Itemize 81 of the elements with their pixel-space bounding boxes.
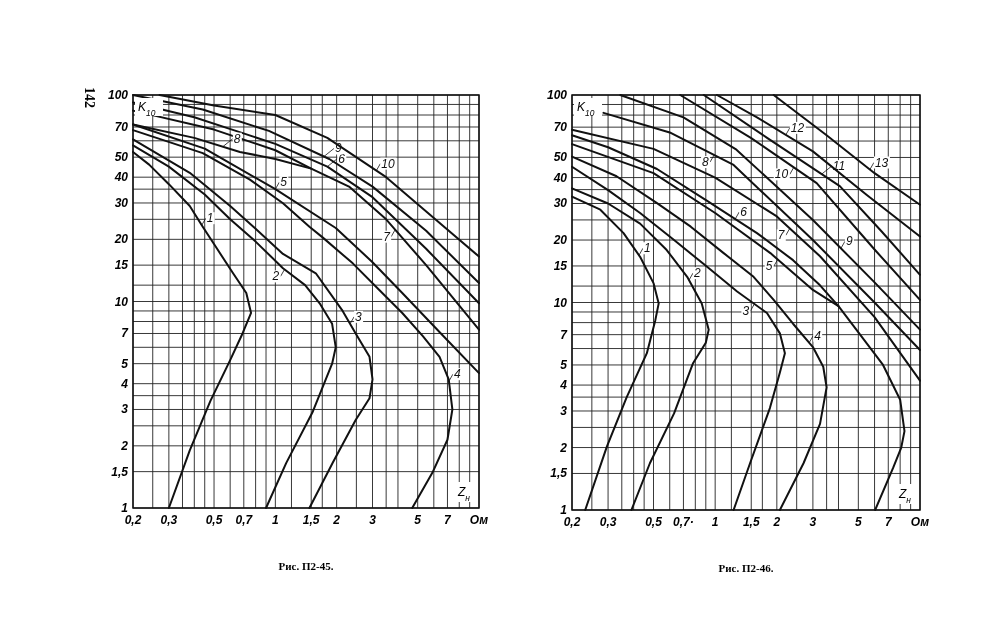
- y-axis-title: K$_{10}$: [577, 100, 595, 118]
- y-tick-label: 100: [107, 88, 129, 102]
- x-tick-label: 1: [711, 515, 719, 529]
- y-tick-label: 1,5: [111, 464, 129, 479]
- legend-label: 11: [832, 159, 846, 174]
- x-tick-label: 7: [884, 515, 893, 529]
- legend-label: 12: [790, 120, 805, 135]
- y-axis-title: K$_{10}$: [138, 100, 156, 118]
- series-label: 10: [774, 167, 789, 182]
- y-tick-label: 15: [114, 258, 129, 273]
- x-tick-label: 5: [414, 513, 422, 527]
- y-tick-label: 30: [114, 195, 129, 210]
- x-tick-label: 1: [272, 513, 279, 527]
- legend-label: 2: [693, 266, 701, 281]
- legend-label: 6: [338, 151, 346, 166]
- x-tick-label: 2: [772, 515, 781, 529]
- y-tick-label: 40: [552, 170, 568, 185]
- x-tick-label: 0,3: [599, 515, 617, 529]
- series-label: 5: [765, 259, 773, 274]
- y-tick-label: 40: [113, 170, 129, 185]
- x-tick-label: 0,2: [563, 515, 581, 529]
- series-label: 3: [742, 303, 750, 318]
- y-tick-label: 15: [553, 258, 568, 273]
- series-label: 2: [271, 269, 280, 284]
- x-axis-title: Z$_{н}$: [457, 485, 471, 503]
- legend-label: 10: [381, 156, 396, 171]
- y-tick-label: 70: [114, 119, 129, 134]
- x-tick-label: 0,5: [645, 515, 663, 529]
- x-tick-label: 1,5: [742, 515, 760, 529]
- y-tick-label: 30: [553, 196, 568, 211]
- legend-label: 5: [280, 175, 288, 190]
- y-tick-label: 5: [560, 357, 568, 372]
- y-tick-label: 1: [121, 501, 129, 515]
- x-tick-label: 1,5: [302, 513, 320, 527]
- y-tick-label: 1: [560, 503, 568, 517]
- legend-label: 1: [206, 211, 214, 226]
- series-label: 8: [702, 155, 710, 170]
- legend-label: 6: [740, 204, 748, 219]
- y-tick-label: 7: [560, 327, 569, 342]
- x-tick-label: Ом: [469, 513, 489, 527]
- x-tick-label: 3: [809, 515, 817, 529]
- series-label: 7: [777, 228, 786, 243]
- y-tick-label: 5: [121, 356, 129, 371]
- x-tick-label: 7: [444, 513, 453, 527]
- y-tick-label: 1,5: [550, 466, 568, 481]
- y-tick-label: 3: [121, 402, 129, 417]
- text: 142: [82, 87, 97, 108]
- y-tick-label: 10: [114, 294, 129, 309]
- legend-label: 4: [814, 328, 822, 343]
- x-tick-label: 0,7: [235, 513, 254, 527]
- legend-label: 4: [453, 367, 461, 382]
- y-tick-label: 10: [553, 295, 568, 310]
- x-tick-label: 3: [369, 513, 377, 527]
- y-tick-label: 20: [113, 232, 129, 247]
- y-tick-label: 3: [560, 404, 568, 418]
- x-tick-label: 0,5: [205, 513, 223, 527]
- y-tick-label: 4: [559, 378, 568, 393]
- x-axis-title: Z$_{н}$: [898, 487, 912, 505]
- y-tick-label: 100: [546, 88, 568, 102]
- x-tick-label: 5: [855, 515, 862, 529]
- x-tick-label: 0,2: [124, 513, 142, 527]
- y-tick-label: 7: [121, 326, 130, 341]
- x-tick-label: 0,7·: [673, 515, 694, 529]
- text: Рис. П2-45.: [278, 560, 334, 572]
- legend-label: 8: [233, 131, 241, 146]
- legend-label: 1: [643, 241, 651, 256]
- legend-label: 9: [845, 234, 853, 249]
- legend-label: 3: [355, 309, 363, 324]
- y-tick-label: 50: [114, 150, 129, 165]
- y-tick-label: 2: [120, 438, 129, 453]
- y-tick-label: 2: [559, 440, 568, 455]
- x-tick-label: Ом: [910, 515, 930, 529]
- y-tick-label: 70: [553, 120, 568, 135]
- x-tick-label: 0,3: [160, 513, 178, 527]
- y-tick-label: 50: [553, 150, 568, 165]
- legend-label: 13: [874, 155, 889, 170]
- y-tick-label: 4: [120, 376, 129, 391]
- series-label: 7: [383, 229, 392, 244]
- text: Рис. П2-46.: [718, 562, 774, 574]
- y-tick-label: 20: [552, 233, 568, 248]
- x-tick-label: 2: [332, 513, 341, 527]
